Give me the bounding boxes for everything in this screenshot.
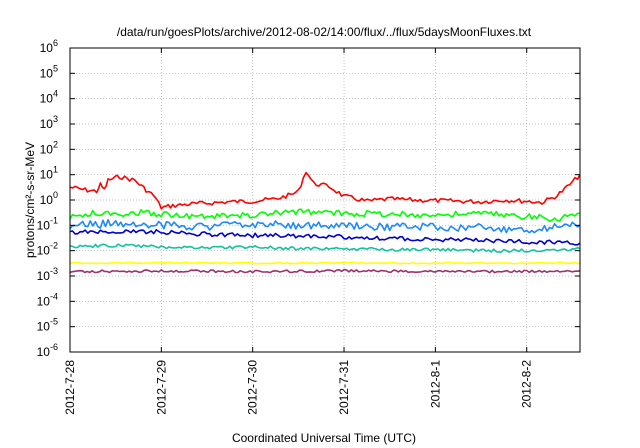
y-axis-ticks: 10-6 10-5 10-4 10-3 10-2 10-1 100 101 102 103 104 1… [37, 38, 580, 359]
x-tick-label: 2012-8-1 [428, 360, 442, 408]
x-axis-ticks: 2012-7-28 2012-7-29 2012-7-30 2012-7-31 2012… [63, 48, 534, 415]
x-tick-label: 2012-7-28 [63, 360, 77, 415]
y-tick-label: 10-3 [37, 266, 58, 283]
chart-title: /data/run/goesPlots/archive/2012-08-02/1… [117, 25, 532, 39]
y-tick-label: 10-5 [37, 317, 58, 334]
x-tick-label: 2012-7-30 [246, 360, 260, 415]
series-line-4 [69, 229, 581, 246]
y-tick-label: 10-2 [37, 241, 58, 258]
y-tick-label: 104 [40, 89, 58, 106]
series-line-2 [69, 208, 581, 222]
y-tick-label: 101 [40, 165, 58, 182]
series-line-3 [69, 219, 581, 234]
y-tick-label: 103 [40, 114, 58, 131]
series-line-7 [69, 268, 581, 274]
y-tick-label: 102 [40, 139, 58, 156]
y-tick-label: 105 [40, 63, 58, 80]
series-line-1 [69, 171, 581, 210]
x-axis-label: Coordinated Universal Time (UTC) [232, 431, 416, 445]
x-tick-label: 2012-7-31 [337, 360, 351, 415]
y-tick-label: 10-4 [37, 291, 58, 308]
y-axis-label: protons/cm²-s-sr-MeV [23, 142, 37, 258]
series-line-6 [69, 261, 581, 265]
y-tick-label: 10-6 [37, 342, 58, 359]
grid [70, 48, 580, 352]
x-tick-label: 2012-8-2 [520, 360, 534, 408]
y-tick-label: 100 [40, 190, 58, 207]
y-tick-label: 106 [40, 38, 58, 55]
series-line-5 [69, 243, 581, 253]
x-tick-label: 2012-7-29 [154, 360, 168, 415]
series-group [69, 171, 581, 274]
y-tick-label: 10-1 [37, 215, 58, 232]
